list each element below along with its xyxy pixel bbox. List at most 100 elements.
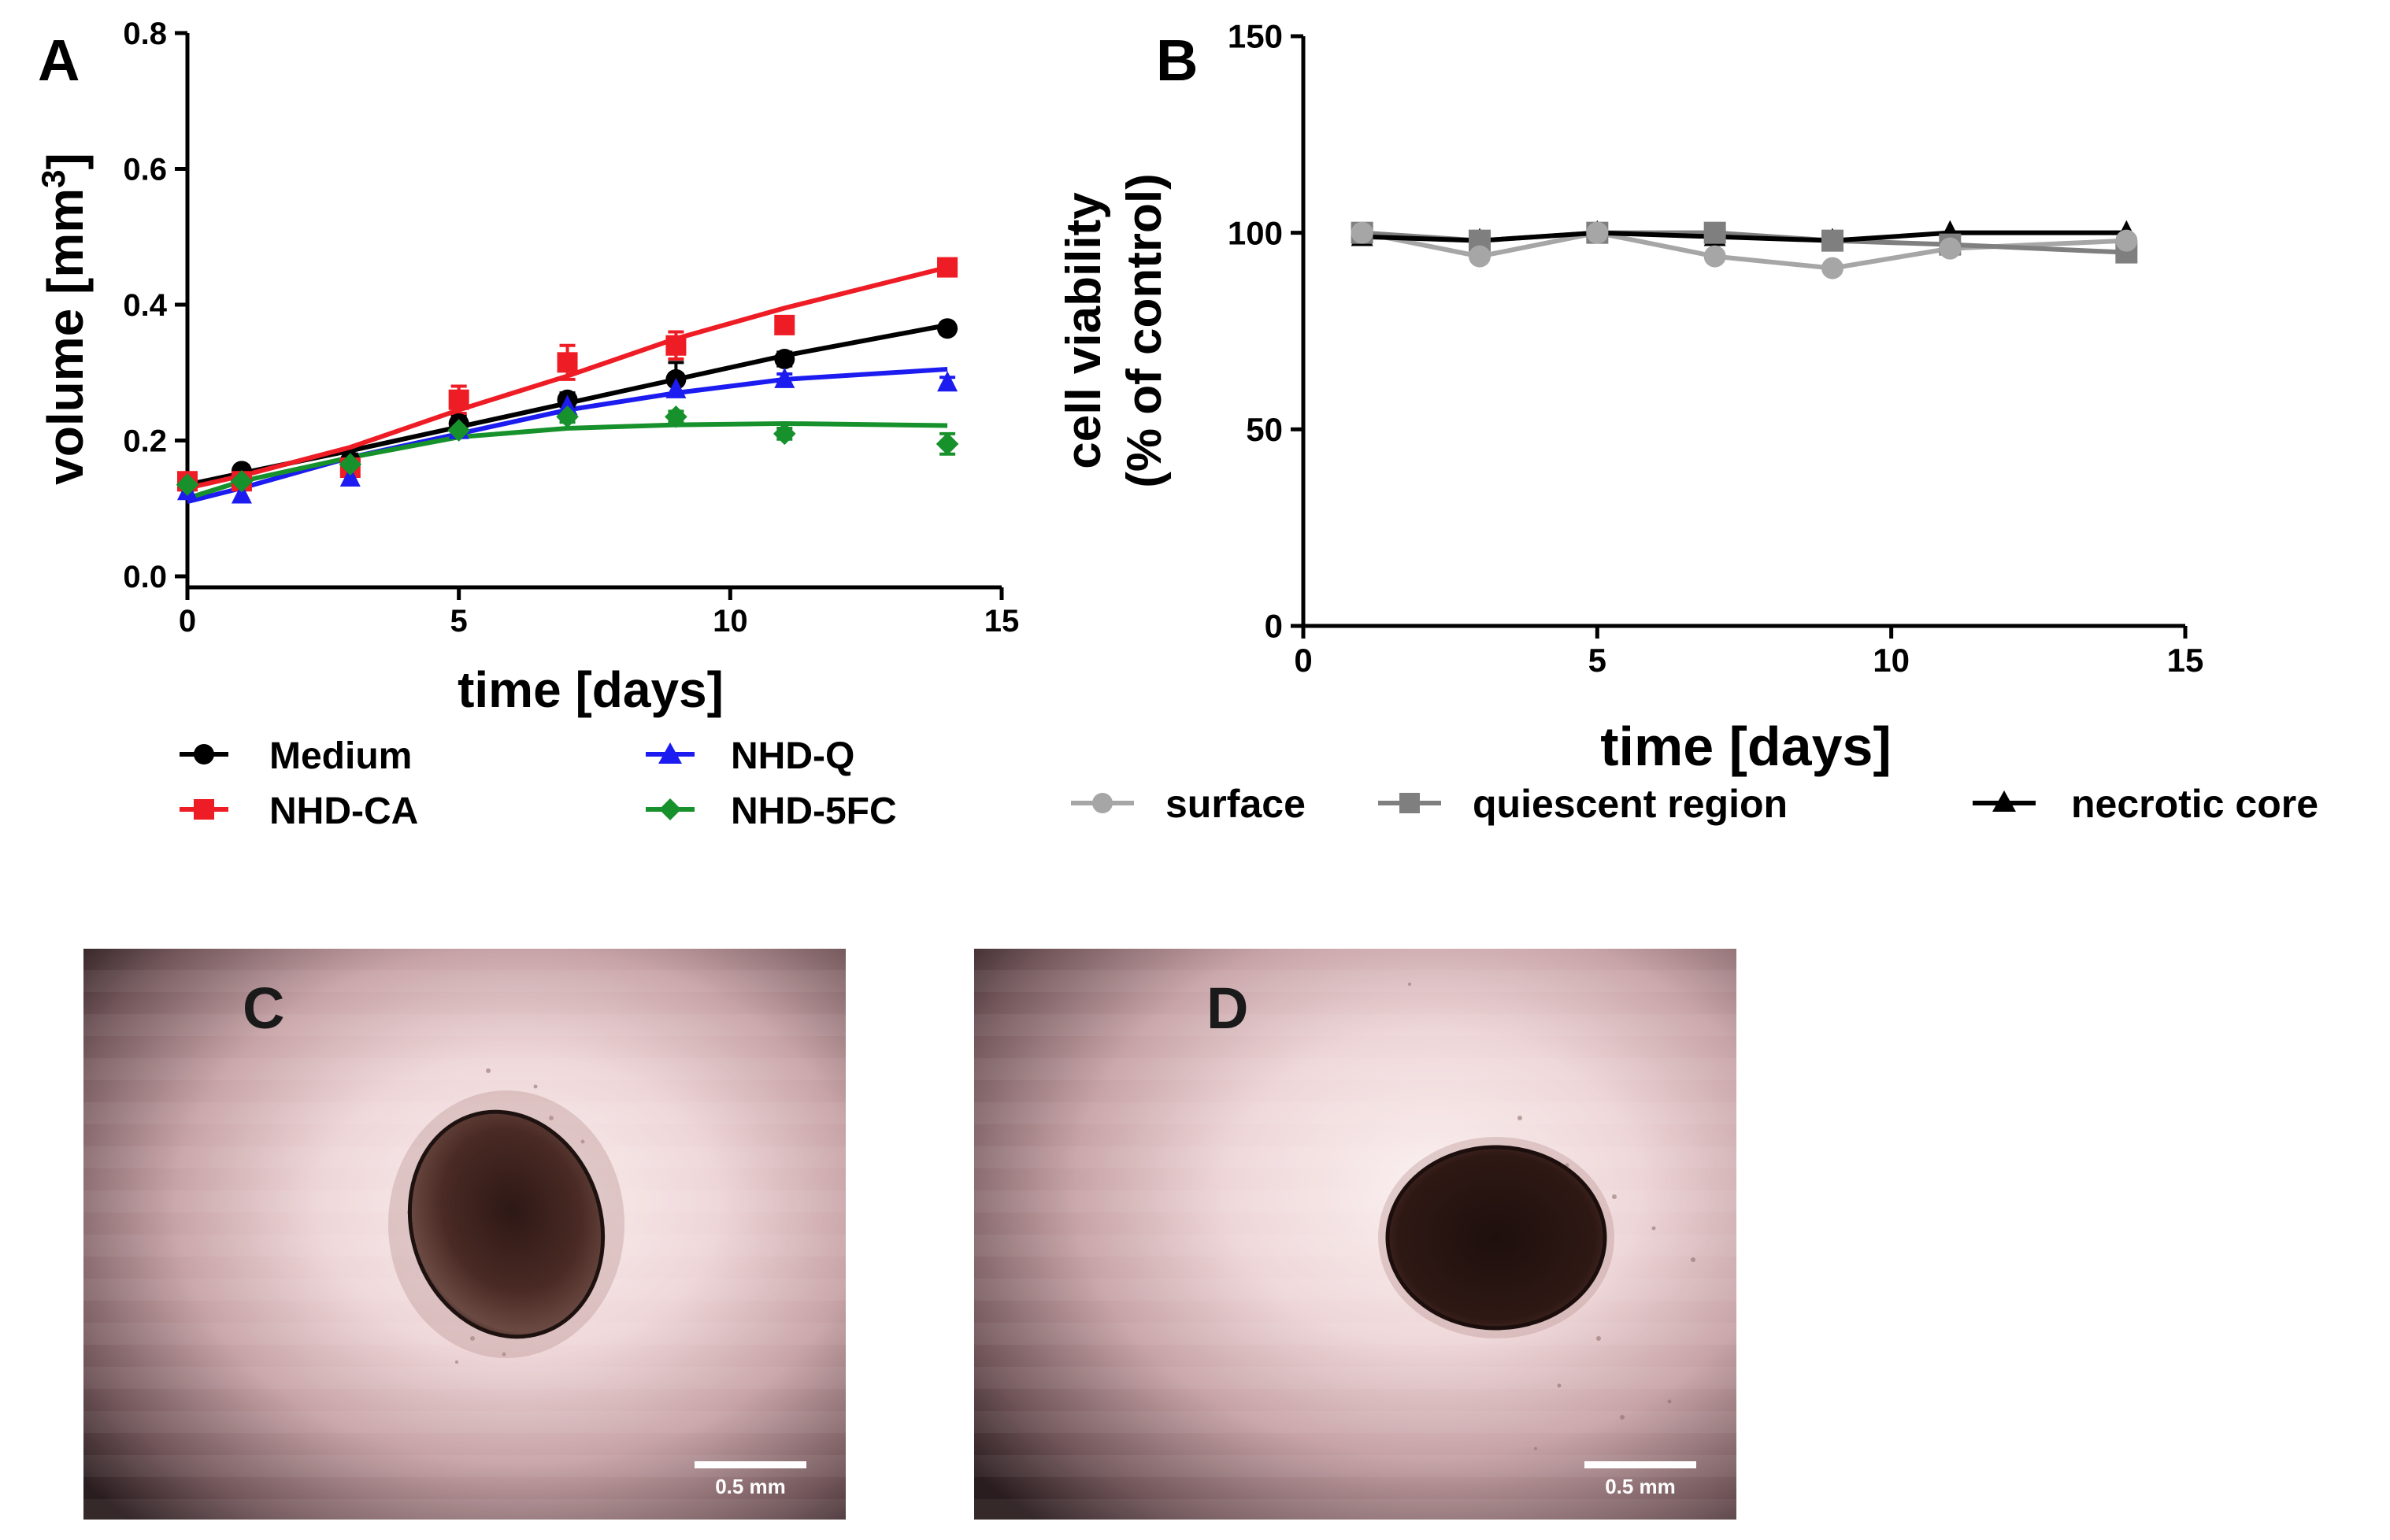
panel-a-y-axis-label-end: ] — [37, 153, 94, 169]
legend-label-necrotic-core: necrotic core — [2071, 782, 2318, 826]
panel-b-y-tick-label: 0 — [1265, 608, 1283, 645]
panel-b-y-axis-label-line2: (% of control) — [1117, 173, 1172, 488]
legend-item-surface: surface — [1071, 782, 1306, 826]
legend-label-nhd-5fc: NHD-5FC — [731, 790, 897, 832]
fit-curve-nhd-ca — [187, 265, 948, 491]
panel-a-error-bars — [180, 260, 956, 502]
legend-item-quiescent-region: quiescent region — [1378, 782, 1788, 826]
data-point-surface — [1821, 257, 1843, 279]
panel-a-x-axis-label: time [days] — [458, 661, 724, 718]
panel-d-debris — [1408, 983, 1695, 1450]
legend-marker-medium — [194, 744, 214, 764]
panel-a-x-tick-label: 0 — [179, 604, 196, 639]
data-point-nhd-q — [665, 377, 687, 398]
panel-c-scale-label: 0.5 mm — [715, 1475, 786, 1498]
panel-b-x-tick-label: 0 — [1294, 642, 1312, 679]
legend-label-nhd-q: NHD-Q — [731, 735, 854, 777]
data-point-medium — [774, 349, 795, 369]
panel-b-data-points — [1351, 220, 2138, 279]
data-point-nhd-5fc — [936, 432, 959, 456]
panel-d-micrograph: D 0.5 mm — [974, 949, 1736, 1520]
data-point-nhd-ca — [665, 335, 687, 356]
legend-marker-nhd-5fc — [659, 798, 681, 820]
data-point-nhd-5fc — [176, 473, 199, 496]
fit-curve-nhd-5fc — [187, 420, 948, 501]
panel-a-axes: 0.0 0.2 0.4 0.6 0.8 0 5 10 15 — [123, 17, 1019, 639]
legend-marker-nhd-ca — [194, 799, 214, 820]
data-point-nhd-q — [339, 465, 361, 487]
panel-b-y-axis-label-line1: cell viability — [1057, 192, 1111, 469]
panel-c-letter: C — [243, 975, 284, 1041]
legend-item-nhd-ca: NHD-CA — [180, 790, 418, 832]
data-point-nhd-ca — [774, 314, 795, 335]
fit-curve-nhd-q — [187, 366, 948, 505]
legend-marker-necrotic-core — [1992, 790, 2016, 812]
data-point-nhd-5fc — [339, 453, 362, 476]
data-point-nhd-5fc — [230, 469, 254, 493]
panel-b-x-tick-label: 15 — [2167, 642, 2204, 679]
data-point-nhd-5fc — [556, 405, 579, 428]
panel-a-y-tick-label: 0.8 — [123, 17, 167, 51]
legend-label-quiescent-region: quiescent region — [1473, 782, 1788, 826]
legend-marker-surface — [1092, 793, 1113, 813]
panel-d-stripes — [974, 949, 1736, 1520]
panel-a-y-tick-label: 0.0 — [123, 560, 167, 594]
panel-a-x-tick-label: 15 — [984, 604, 1020, 639]
panel-a-y-axis-label-main: volume [mm — [37, 188, 94, 485]
legend-item-nhd-q: NHD-Q — [646, 735, 854, 777]
panel-a-y-axis-label: volume [mm3] — [35, 153, 94, 485]
data-point-surface — [1586, 221, 1609, 244]
data-point-medium — [937, 318, 958, 339]
panel-a-legend: Medium NHD-CA NHD-Q NHD-5FC — [180, 735, 897, 832]
panel-a-x-tick-label: 10 — [713, 604, 748, 639]
data-point-nhd-5fc — [665, 405, 687, 428]
data-point-nhd-ca — [937, 257, 958, 278]
data-point-quiescent-region — [1821, 229, 1843, 252]
panel-b-y-tick-label: 150 — [1228, 18, 1283, 55]
panel-b-y-tick-label: 50 — [1246, 411, 1283, 448]
data-point-nhd-q — [774, 367, 795, 388]
legend-marker-quiescent-region — [1399, 793, 1420, 813]
data-point-surface — [1703, 245, 1726, 268]
panel-c-spheroid — [407, 1109, 606, 1339]
panel-b-letter: B — [1156, 28, 1198, 93]
panel-a-fit-curves — [187, 265, 948, 505]
data-point-quiescent-region — [1703, 221, 1726, 244]
panel-a-data-points — [176, 257, 959, 504]
data-point-nhd-5fc — [773, 422, 796, 446]
data-point-surface — [1939, 237, 1962, 260]
data-point-nhd-ca — [448, 389, 469, 410]
panel-d-spheroid — [1385, 1145, 1607, 1331]
panel-a-x-tick-label: 5 — [450, 604, 468, 639]
panel-b-y-tick-label: 100 — [1228, 214, 1283, 251]
data-point-nhd-q — [557, 394, 578, 416]
panel-b-x-tick-label: 10 — [1873, 642, 1910, 679]
data-point-nhd-ca — [557, 352, 578, 373]
legend-label-nhd-ca: NHD-CA — [269, 790, 418, 832]
panel-b-x-axis-label: time [days] — [1600, 716, 1892, 777]
legend-marker-nhd-q — [658, 742, 682, 764]
panel-b-axes: 0 50 100 150 0 5 10 15 — [1228, 18, 2203, 679]
data-point-surface — [2115, 229, 2138, 252]
data-point-surface — [1351, 221, 1373, 244]
panel-d-scale-label: 0.5 mm — [1605, 1475, 1676, 1498]
panel-a-y-tick-label: 0.4 — [123, 288, 167, 323]
panel-b-chart: B 0 50 100 150 0 5 10 15 time [days] cell viabi… — [1057, 18, 2318, 826]
panel-a-y-axis-label-sup: 3 — [35, 169, 72, 187]
panel-b-legend: surface quiescent region necrotic core — [1071, 782, 2318, 826]
legend-item-necrotic-core: necrotic core — [1973, 782, 2318, 826]
panel-a-y-tick-label: 0.6 — [123, 153, 167, 187]
legend-item-nhd-5fc: NHD-5FC — [646, 790, 897, 832]
data-point-surface — [1469, 245, 1491, 268]
legend-item-medium: Medium — [180, 735, 412, 777]
legend-label-surface: surface — [1165, 782, 1306, 826]
panel-c-micrograph: C 0.5 mm — [83, 949, 846, 1520]
panel-d-letter: D — [1206, 975, 1248, 1041]
panel-a-chart: A 0.0 0.2 0.4 0.6 0.8 0 5 10 15 time [days] volu… — [35, 17, 1020, 832]
panel-d-scale-bar — [1584, 1461, 1696, 1468]
panel-c-scale-bar — [695, 1461, 806, 1468]
panel-a-letter: A — [38, 28, 80, 93]
panel-b-x-tick-label: 5 — [1588, 642, 1606, 679]
data-point-nhd-q — [937, 371, 958, 392]
